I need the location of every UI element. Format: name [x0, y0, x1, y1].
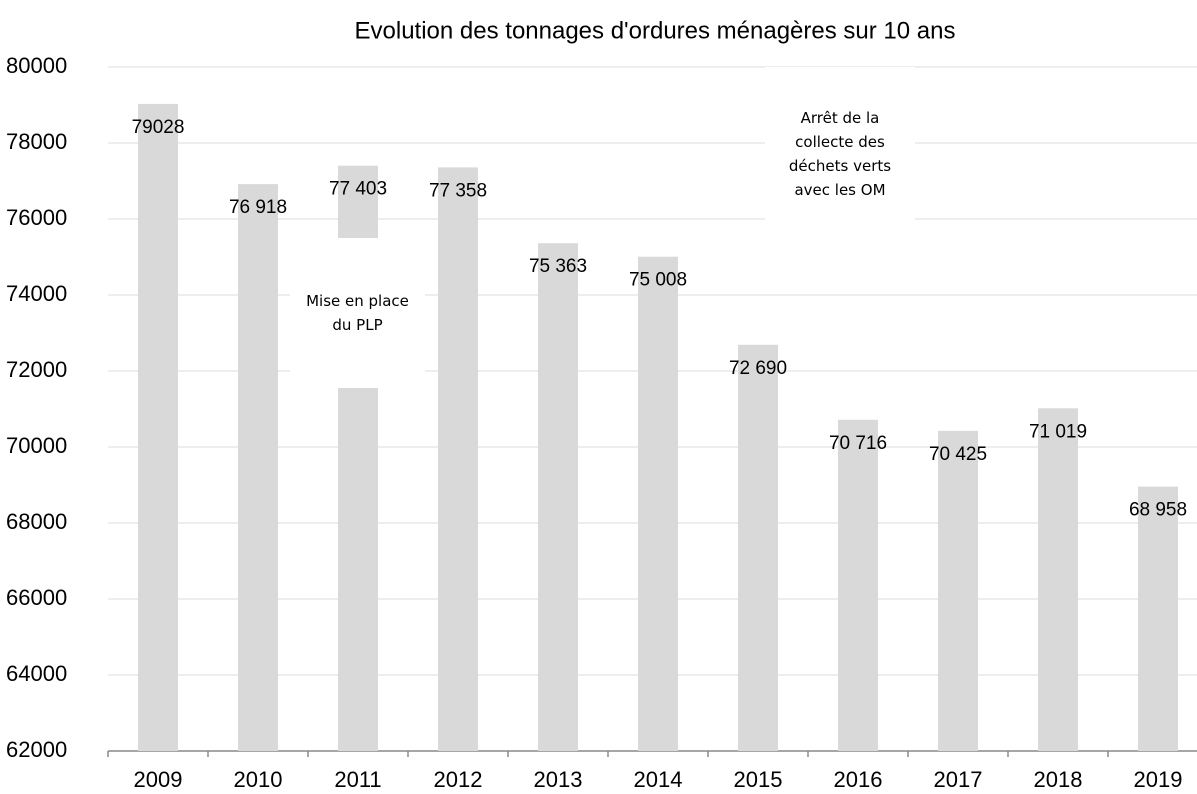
x-tick-label: 2018 — [1034, 767, 1083, 792]
bar — [538, 243, 578, 751]
bar — [838, 419, 878, 751]
x-tick-label: 2015 — [734, 767, 783, 792]
bar — [738, 344, 778, 751]
y-tick-label: 72000 — [6, 357, 67, 382]
x-tick-label: 2017 — [934, 767, 983, 792]
y-tick-label: 66000 — [6, 585, 67, 610]
bar — [638, 256, 678, 751]
y-tick-label: 78000 — [6, 129, 67, 154]
y-tick-label: 62000 — [6, 737, 67, 762]
y-tick-label: 74000 — [6, 281, 67, 306]
y-tick-label: 76000 — [6, 205, 67, 230]
x-tick-label: 2019 — [1134, 767, 1183, 792]
x-tick-label: 2013 — [534, 767, 583, 792]
bar — [1038, 408, 1078, 751]
bar — [438, 167, 478, 751]
y-tick-label: 68000 — [6, 509, 67, 534]
chart-title: Evolution des tonnages d'ordures ménagèr… — [355, 17, 956, 44]
x-tick-label: 2011 — [334, 767, 381, 792]
x-tick-label: 2009 — [134, 767, 183, 792]
x-tick-label: 2012 — [434, 767, 483, 792]
bar — [138, 103, 178, 752]
y-tick-label: 80000 — [6, 53, 67, 78]
y-tick-label: 64000 — [6, 661, 67, 686]
annotation: Mise en place du PLP — [290, 238, 425, 388]
annotation: Arrêt de la collecte des déchets verts a… — [765, 67, 915, 240]
bar — [938, 430, 978, 751]
x-tick-label: 2014 — [634, 767, 683, 792]
x-tick-label: 2016 — [834, 767, 883, 792]
y-tick-label: 70000 — [6, 433, 67, 458]
bar — [238, 184, 278, 752]
bar — [1138, 486, 1178, 751]
x-tick-label: 2010 — [234, 767, 283, 792]
